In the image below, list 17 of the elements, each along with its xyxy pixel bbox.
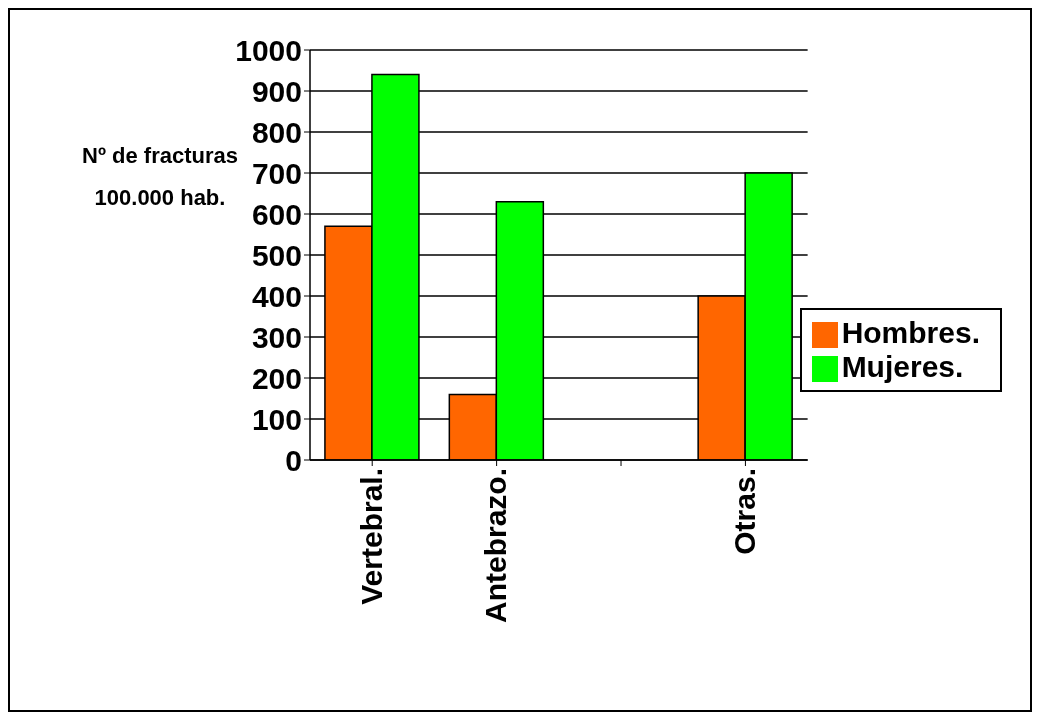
y-tick-label: 400 [251, 279, 302, 313]
x-tick-label: Otras. [727, 468, 761, 555]
y-tick-label: 600 [251, 197, 302, 231]
y-tick-label: 0 [285, 443, 302, 477]
y-axis-title: Nº de fracturas 100.000 hab. [81, 142, 239, 212]
y-tick-label: 900 [251, 74, 302, 108]
x-tick-label: Vertebral. [354, 468, 388, 605]
legend-label: Hombres. [841, 316, 980, 349]
y-tick-label: 200 [251, 361, 302, 395]
y-tick-label: 100 [251, 402, 302, 436]
y-tick-label: 1000 [235, 33, 302, 67]
y-tick-label: 700 [251, 156, 302, 190]
y-tick-label: 500 [251, 238, 302, 272]
x-tick-label: Antebrazo. [478, 468, 512, 624]
y-tick-label: 800 [251, 115, 302, 149]
y-tick-label: 300 [251, 320, 302, 354]
legend-label: Mujeres. [841, 350, 964, 383]
